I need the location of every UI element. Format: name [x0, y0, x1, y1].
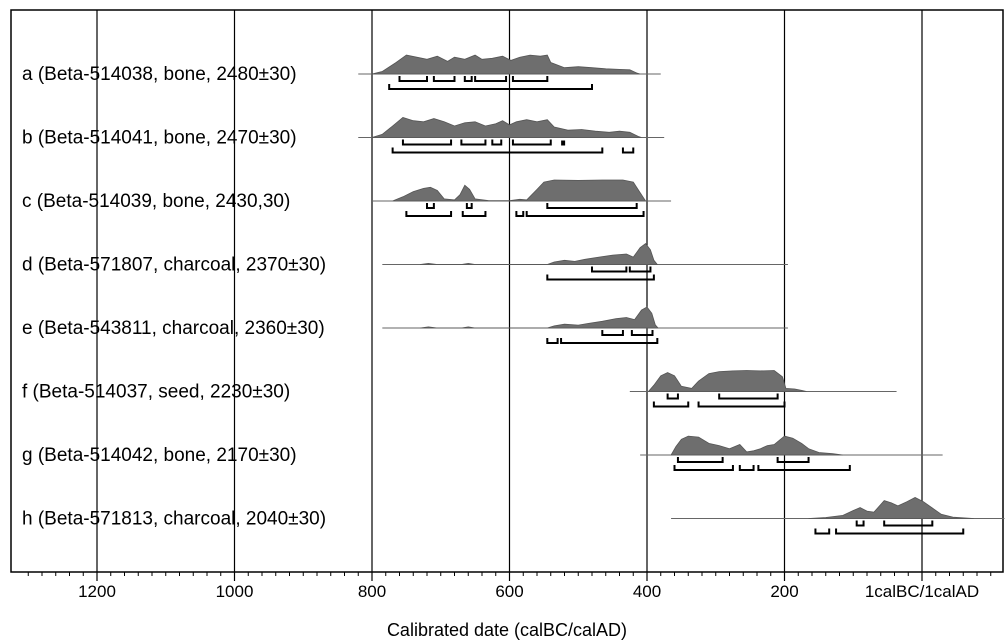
range-95: [515, 211, 525, 217]
range-68: [491, 139, 503, 146]
range-68: [630, 330, 654, 336]
probability-curve: [808, 497, 974, 519]
range-95: [560, 338, 659, 344]
x-axis-title: Calibrated date (calBC/calAD): [387, 620, 627, 640]
range-95: [697, 401, 786, 408]
range-68: [601, 330, 624, 336]
range-95: [525, 211, 645, 217]
series-label: b (Beta-514041, bone, 2470±30): [22, 128, 297, 149]
range-95: [546, 338, 559, 344]
range-68: [401, 139, 453, 146]
range-68: [666, 393, 679, 400]
range-dot: [561, 140, 566, 146]
range-68: [883, 520, 934, 527]
range-95: [652, 401, 690, 408]
range-68: [426, 203, 435, 209]
probability-curve: [420, 306, 659, 329]
probability-curve: [371, 54, 641, 75]
series-label: a (Beta-514038, bone, 2480±30): [22, 64, 297, 85]
x-axis: 1200 1000 800 600 400 200 1calBC/1calAD: [27, 572, 992, 601]
range-68: [432, 76, 456, 82]
range-95: [757, 465, 851, 471]
series-group: a (Beta-514038, bone, 2480±30) b (Beta-51…: [22, 54, 1005, 535]
series-row: f (Beta-514037, seed, 2230±30): [22, 370, 897, 408]
probability-curve: [647, 370, 807, 392]
probability-curve: [371, 117, 642, 138]
range-68: [474, 76, 508, 82]
series-label: d (Beta-571807, charcoal, 2370±30): [22, 255, 326, 276]
series-row: b (Beta-514041, bone, 2470±30): [22, 117, 665, 154]
range-68: [511, 76, 549, 82]
x-tick-label: 1000: [216, 582, 254, 601]
range-95: [546, 274, 655, 281]
probability-curve: [392, 179, 647, 202]
x-tick-label: 600: [495, 582, 523, 601]
range-68: [628, 266, 652, 273]
range-95: [835, 528, 965, 535]
series-row: e (Beta-543811, charcoal, 2360±30): [22, 306, 788, 344]
range-95: [388, 84, 593, 90]
x-tick-label: 1200: [78, 582, 116, 601]
range-68: [718, 393, 779, 400]
range-95: [673, 465, 734, 471]
range-68: [591, 266, 628, 273]
series-row: a (Beta-514038, bone, 2480±30): [22, 54, 661, 90]
series-label: h (Beta-571813, charcoal, 2040±30): [22, 509, 326, 530]
series-row: c (Beta-514039, bone, 2430,30): [22, 179, 672, 217]
range-68: [855, 520, 865, 527]
series-row: h (Beta-571813, charcoal, 2040±30): [22, 497, 1005, 535]
series-row: d (Beta-571807, charcoal, 2370±30): [22, 242, 788, 281]
x-tick-label: 200: [770, 582, 798, 601]
range-95: [814, 528, 831, 535]
range-68: [511, 139, 552, 146]
series-label: e (Beta-543811, charcoal, 2360±30): [22, 318, 325, 339]
plot-frame: [10, 9, 1004, 573]
series-label: g (Beta-514042, bone, 2170±30): [22, 445, 297, 466]
range-68: [676, 457, 724, 463]
series-label: c (Beta-514039, bone, 2430,30): [22, 191, 290, 212]
grid-lines: [96, 10, 923, 572]
probability-curve: [420, 242, 659, 265]
range-95: [738, 465, 755, 471]
series-label: f (Beta-514037, seed, 2230±30): [22, 382, 290, 403]
range-68: [398, 76, 428, 82]
series-row: g (Beta-514042, bone, 2170±30): [22, 435, 943, 471]
range-95: [621, 147, 635, 154]
range-68: [460, 139, 487, 146]
range-95: [405, 211, 453, 217]
range-95: [391, 147, 604, 154]
range-95: [461, 211, 487, 217]
x-tick-label: 800: [358, 582, 386, 601]
probability-curve: [670, 435, 843, 456]
x-tick-label: 400: [633, 582, 661, 601]
x-tick-label: 1calBC/1calAD: [865, 582, 979, 601]
range-68: [463, 76, 473, 82]
range-68: [546, 203, 638, 209]
range-68: [776, 457, 810, 463]
range-68: [465, 203, 473, 209]
